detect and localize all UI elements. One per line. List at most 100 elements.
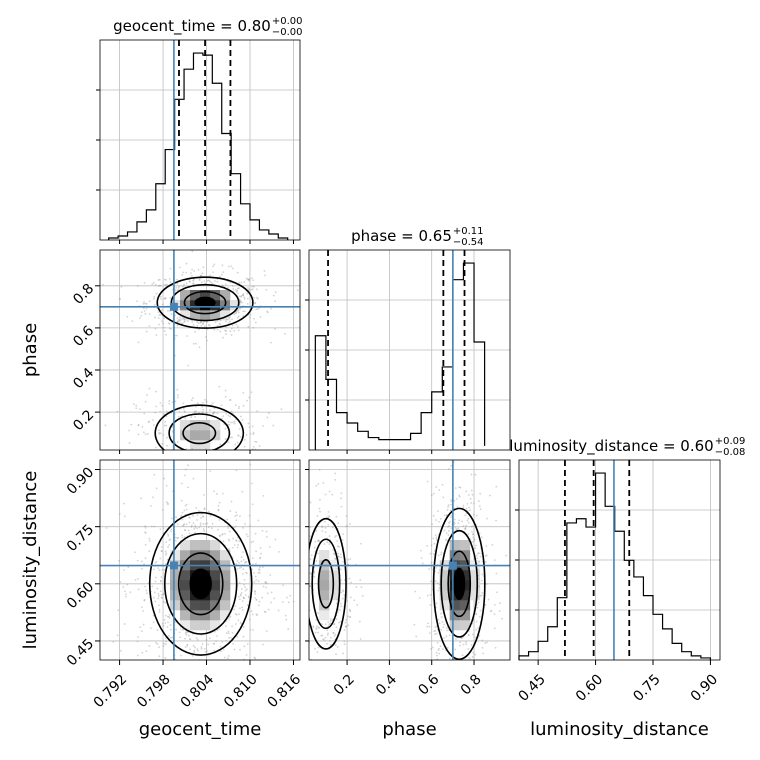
scatter-point: [253, 317, 255, 320]
scatter-point: [468, 506, 470, 509]
scatter-point: [159, 580, 162, 583]
scatter-point: [214, 321, 217, 324]
scatter-point: [174, 289, 177, 291]
scatter-point: [180, 499, 183, 502]
scatter-point: [118, 298, 121, 300]
density-cell: [190, 600, 201, 611]
scatter-point: [248, 596, 250, 599]
scatter-point: [153, 596, 155, 599]
scatter-point: [131, 320, 134, 323]
scatter-point: [237, 311, 240, 314]
scatter-point: [209, 694, 211, 696]
scatter-point: [434, 633, 436, 635]
scatter-point: [246, 399, 249, 402]
scatter-point: [195, 410, 198, 413]
scatter-point: [265, 530, 268, 533]
truth-marker: [448, 561, 457, 570]
x-tick-label: 0.6: [415, 671, 442, 698]
scatter-point: [157, 284, 160, 287]
scatter-point: [128, 429, 130, 432]
scatter-point: [165, 283, 168, 286]
scatter-point: [454, 665, 456, 667]
scatter-point: [171, 517, 173, 520]
scatter-point: [349, 523, 351, 525]
scatter-point: [474, 473, 477, 476]
scatter-point: [162, 326, 165, 329]
scatter-point: [340, 492, 343, 495]
scatter-point: [486, 641, 488, 644]
scatter-point: [449, 509, 452, 512]
scatter-point: [429, 552, 432, 555]
density-cell: [329, 570, 340, 581]
density-cell: [469, 570, 481, 581]
scatter-point: [328, 543, 331, 546]
scatter-point: [476, 606, 479, 609]
scatter-point: [341, 597, 344, 600]
scatter-point: [248, 278, 251, 281]
density-cell: [459, 540, 471, 551]
scatter-point: [183, 283, 185, 286]
density-cell: [190, 430, 201, 441]
scatter-point: [470, 489, 473, 492]
scatter-point: [304, 578, 306, 580]
scatter-point: [117, 560, 120, 562]
scatter-point: [148, 550, 151, 553]
scatter-point: [145, 307, 148, 310]
scatter-point: [139, 626, 142, 629]
scatter-point: [157, 279, 160, 281]
scatter-point: [236, 568, 239, 570]
scatter-point: [205, 412, 208, 414]
scatter-point: [461, 520, 464, 523]
scatter-point: [150, 504, 152, 507]
scatter-point: [231, 267, 234, 270]
scatter-point: [188, 516, 191, 519]
scatter-point: [184, 646, 187, 648]
scatter-point: [266, 592, 269, 595]
scatter-point: [159, 284, 162, 287]
scatter-point: [185, 448, 188, 450]
scatter-point: [309, 585, 312, 588]
scatter-point: [425, 662, 427, 664]
scatter-point: [296, 289, 299, 292]
scatter-point: [153, 525, 156, 528]
scatter-point: [142, 623, 145, 626]
scatter-point: [174, 621, 177, 623]
scatter-point: [190, 524, 193, 527]
scatter-point: [214, 452, 216, 454]
y-tick-label: 0.8: [70, 281, 97, 308]
scatter-point: [196, 519, 198, 521]
scatter-point: [434, 580, 437, 583]
scatter-point: [208, 409, 211, 412]
scatter-point: [163, 278, 166, 281]
scatter-points: [105, 463, 295, 696]
scatter-point: [478, 552, 480, 555]
scatter-point: [211, 522, 214, 525]
scatter-point: [248, 288, 250, 291]
scatter-point: [233, 608, 236, 611]
scatter-point: [259, 316, 262, 318]
scatter-point: [166, 436, 168, 439]
density-cell: [210, 550, 221, 561]
x-tick-label: 0.2: [331, 671, 358, 698]
scatter-point: [196, 514, 199, 517]
scatter-point: [234, 515, 237, 518]
scatter-point: [234, 404, 237, 407]
scatter-point: [221, 264, 224, 267]
scatter-point: [245, 277, 248, 280]
scatter-point: [420, 549, 422, 552]
scatter-point: [270, 591, 273, 594]
scatter-point: [219, 275, 221, 278]
scatter-point: [326, 629, 329, 632]
scatter-point: [192, 323, 195, 326]
scatter-point: [254, 301, 257, 304]
scatter-point: [495, 485, 498, 488]
scatter-point: [148, 539, 151, 542]
scatter-point: [163, 413, 166, 416]
scatter-point: [219, 323, 221, 326]
x-tick-label: 0.816: [265, 671, 305, 711]
scatter-point: [274, 328, 276, 330]
scatter-point: [184, 637, 187, 640]
scatter-point: [194, 330, 196, 333]
scatter-point: [333, 623, 336, 626]
scatter-point: [221, 640, 224, 643]
